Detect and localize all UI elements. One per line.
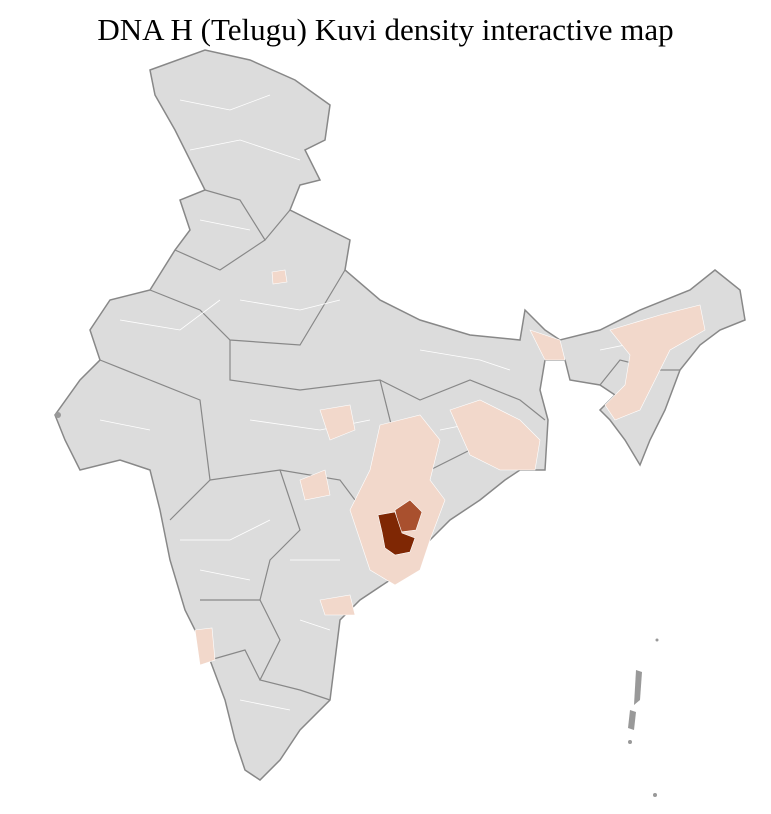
low-density-region (299, 469, 331, 501)
low-density-region (194, 627, 216, 666)
high-density-region (377, 511, 416, 556)
map-title: DNA H (Telugu) Kuvi density interactive … (97, 12, 674, 47)
low-density-region (529, 329, 566, 361)
country-outline (54, 49, 746, 781)
low-density-region (271, 269, 288, 285)
low-density-region (449, 399, 541, 471)
low-density-region (319, 594, 356, 616)
density-regions (194, 269, 706, 666)
low-density-region (604, 304, 706, 421)
low-density-region (319, 404, 356, 441)
islands (55, 412, 659, 797)
low-density-region (349, 414, 446, 586)
